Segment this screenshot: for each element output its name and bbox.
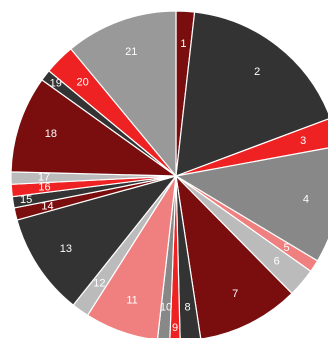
pie-slice-label-6: 6 [274,255,280,267]
pie-slice-label-5: 5 [283,242,289,254]
pie-slice-label-9: 9 [172,322,178,334]
pie-slice-label-15: 15 [20,194,32,206]
pie-slice-label-12: 12 [93,278,105,290]
pie-slices [10,10,328,338]
pie-slice-label-2: 2 [254,66,260,78]
pie-slice-13 [16,174,178,306]
pie-slice-4 [174,147,328,262]
pie-slice-21 [69,10,177,178]
pie-slice-label-19: 19 [50,77,62,89]
pie-slice-label-17: 17 [38,172,50,184]
pie-slice-label-14: 14 [41,200,53,212]
pie-slice-label-18: 18 [45,128,57,140]
pie-slice-8 [175,175,202,338]
pie-slice-label-1: 1 [180,38,186,50]
pie-slice-label-16: 16 [38,182,50,194]
pie-slice-7 [175,174,293,338]
pie-slice-label-10: 10 [160,302,172,314]
pie-slice-label-21: 21 [125,46,137,58]
pie-slice-label-11: 11 [126,294,137,306]
pie-slice-label-7: 7 [232,288,238,300]
pie-slice-9 [169,175,181,338]
pie-slice-label-4: 4 [303,194,309,206]
pie-slice-label-13: 13 [60,243,72,255]
pie-slice-3 [175,118,328,177]
pie-slice-label-20: 20 [77,77,89,89]
pie-slice-2 [175,11,328,177]
pie-slice-18 [10,79,178,177]
pie-slice-label-3: 3 [300,135,306,147]
pie-slice-label-8: 8 [185,301,191,313]
